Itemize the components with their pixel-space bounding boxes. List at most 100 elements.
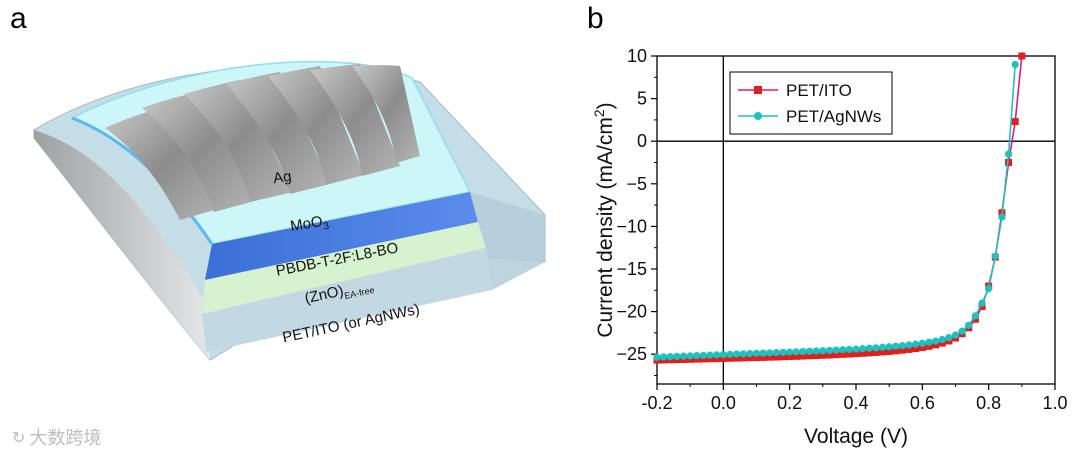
series-point xyxy=(772,353,780,361)
y-tick-label: −20 xyxy=(616,302,647,322)
substrate-front xyxy=(202,248,492,352)
series-point xyxy=(872,348,880,356)
series-point xyxy=(819,347,827,355)
series-point xyxy=(759,349,767,357)
ag-strip xyxy=(352,65,420,163)
series-point xyxy=(905,345,913,353)
series-point xyxy=(1011,118,1019,126)
series-point xyxy=(905,341,913,349)
series-point xyxy=(825,346,834,355)
series-point xyxy=(660,353,668,361)
legend-marker xyxy=(754,86,762,94)
series-point xyxy=(859,349,867,357)
series-point xyxy=(799,347,807,356)
series-point xyxy=(859,345,867,353)
series-point xyxy=(845,350,853,358)
y-tick-label: 5 xyxy=(637,89,647,109)
series-point xyxy=(958,327,966,335)
series-point xyxy=(832,351,840,359)
series-point xyxy=(925,338,933,346)
series-point xyxy=(812,347,820,355)
series-point xyxy=(912,340,920,348)
watermark-text: 大数跨境 xyxy=(29,428,102,449)
ag-strip xyxy=(105,106,228,220)
legend-box xyxy=(729,71,893,135)
series-point xyxy=(792,352,800,360)
series-point xyxy=(965,321,973,329)
series-point xyxy=(892,347,900,355)
panel-b-label: b xyxy=(587,2,604,35)
ag-electrodes xyxy=(105,64,420,220)
series-point xyxy=(706,355,714,363)
x-axis-label: Voltage (V) xyxy=(804,425,908,448)
y-tick-label: −25 xyxy=(616,344,647,364)
series-point xyxy=(726,354,734,362)
series-point xyxy=(739,350,747,358)
series-point xyxy=(753,354,760,362)
watermark: ↻ 大数跨境 xyxy=(12,424,101,450)
series-point xyxy=(918,344,926,352)
series-point xyxy=(932,337,940,345)
series-point xyxy=(1011,60,1019,69)
x-tick-label: -0.2 xyxy=(641,393,672,413)
legend-marker xyxy=(754,112,762,120)
series-point xyxy=(719,354,727,362)
device-schematic: Ag MoO3 PBDB-T-2F:L8-BO (ZnO)EA-free PET… xyxy=(33,60,546,361)
series-point xyxy=(679,352,688,360)
series-point xyxy=(925,342,933,350)
series-point xyxy=(1005,158,1013,166)
ag-strip xyxy=(226,72,330,194)
series-point xyxy=(759,353,767,361)
series-point xyxy=(878,343,887,351)
series-point xyxy=(1004,150,1013,158)
series-point xyxy=(978,299,986,307)
series-point xyxy=(713,351,721,359)
series-point xyxy=(912,345,920,353)
series-point xyxy=(686,352,694,360)
x-tick-label: 0.2 xyxy=(777,393,802,413)
series-point xyxy=(746,354,754,362)
series-point xyxy=(885,347,893,355)
series-point xyxy=(713,355,721,363)
series-point xyxy=(673,352,681,360)
series-point xyxy=(805,347,814,355)
label-moo3: MoO3 xyxy=(289,212,330,238)
legend-label: PET/ITO xyxy=(786,81,852,100)
ag-strip xyxy=(268,66,364,185)
series-point xyxy=(779,348,787,356)
series-point xyxy=(892,342,900,350)
series-point xyxy=(839,350,847,358)
x-tick-label: 0.8 xyxy=(976,393,1001,413)
series-point xyxy=(779,353,787,361)
y-tick-label: −5 xyxy=(626,174,647,194)
stack-side xyxy=(470,192,545,290)
ag-strip xyxy=(142,92,258,212)
series-point xyxy=(766,353,774,361)
series-point xyxy=(938,335,946,344)
series-point xyxy=(666,353,674,361)
series-point xyxy=(792,348,800,356)
x-tick-label: 0.6 xyxy=(910,393,935,413)
series-point xyxy=(872,344,880,352)
series-point xyxy=(998,213,1006,221)
series-point xyxy=(739,354,747,362)
series-point xyxy=(865,344,873,352)
series-point xyxy=(699,351,708,359)
y-axis-label: Current density (mA/cm2) xyxy=(591,102,617,337)
series-point xyxy=(985,284,993,293)
series-point xyxy=(706,351,714,359)
series-point xyxy=(825,351,833,359)
series-point xyxy=(852,345,860,353)
series-point xyxy=(726,350,734,358)
series-point xyxy=(845,345,853,354)
series-point xyxy=(653,353,661,361)
series-point xyxy=(839,346,847,354)
series-point xyxy=(766,349,774,357)
y-tick-label: 0 xyxy=(637,131,647,151)
series-point xyxy=(898,346,906,354)
series-point xyxy=(806,352,814,360)
y-tick-label: 10 xyxy=(627,46,647,66)
series-point xyxy=(932,341,940,349)
series-point xyxy=(733,350,741,358)
series-point xyxy=(786,353,794,361)
